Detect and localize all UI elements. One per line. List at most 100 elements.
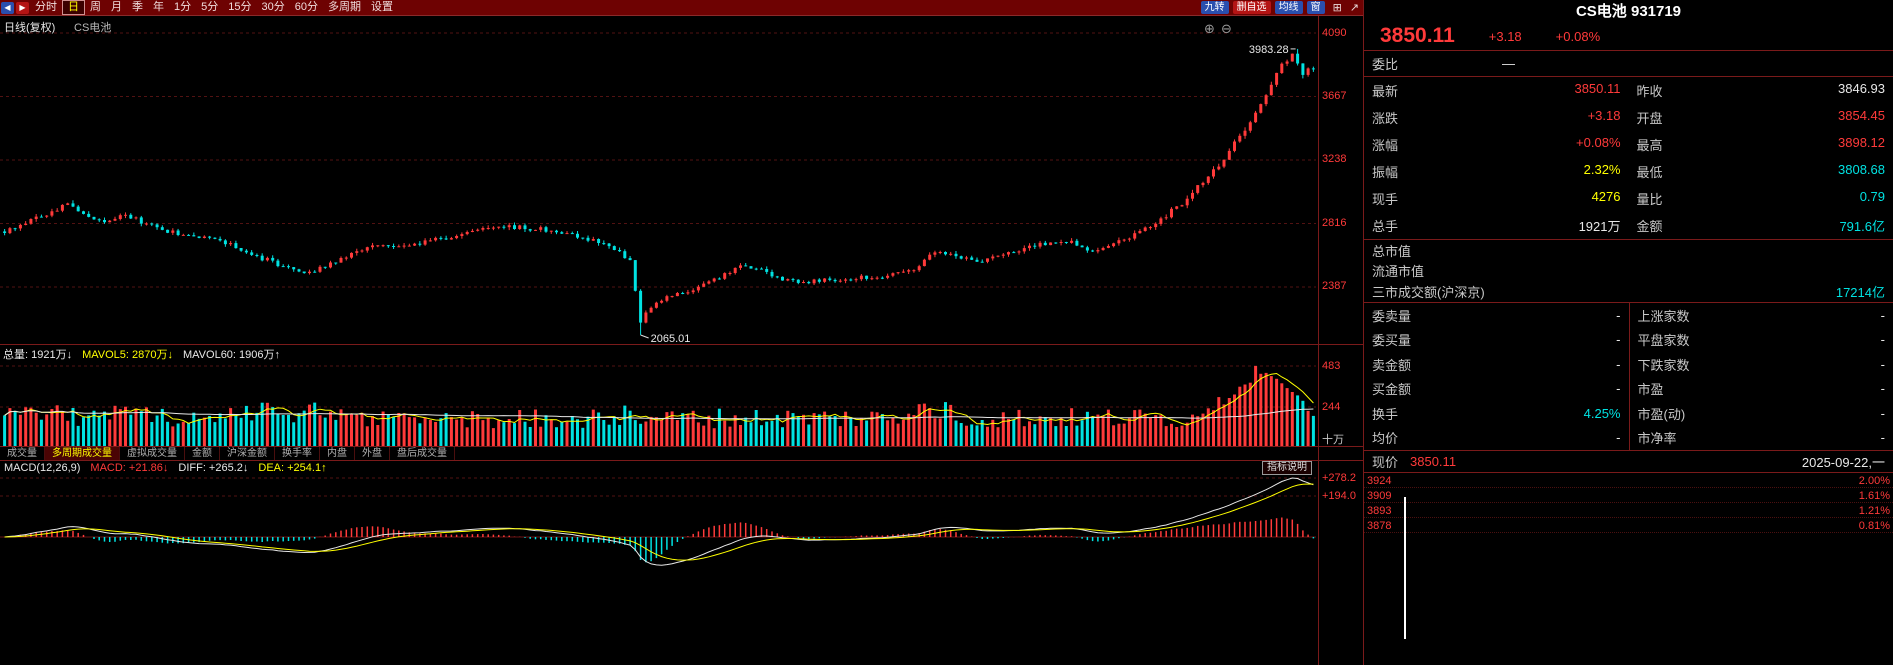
field-label: 三市成交额(沪深京) [1372,284,1485,300]
period-1min[interactable]: 1分 [174,1,192,13]
field-value: 791.6亿 [1839,219,1885,234]
macd-legend: MACD(12,26,9) MACD: +21.86↓ DIFF: +265.2… [4,462,327,474]
field-value: - [1880,430,1885,446]
price-tick: 3667 [1322,90,1347,102]
mini-pct-level: 1.61% [1858,490,1890,502]
field-label: 涨跌 [1372,111,1399,126]
macd-title: MACD(12,26,9) [4,462,81,474]
ma-line-button[interactable]: 均线 [1274,1,1303,14]
tab-afterhours-volume[interactable]: 盘后成交量 [390,447,455,460]
tab-inner-volume[interactable]: 内盘 [320,447,355,460]
popout-icon[interactable]: ↗ [1349,2,1359,14]
weibi-row: 委比 — [1364,51,1893,76]
field-value: +0.08% [1576,135,1621,150]
period-toolbar: ◀ ▶ 分时 日 周 月 季 年 1分 5分 15分 30分 60分 多周期 设… [0,0,1363,16]
quote-row: 流通市值 [1364,260,1893,280]
tab-multiperiod-volume[interactable]: 多周期成交量 [45,447,120,460]
field-value: - [1880,356,1885,372]
field-value: 3854.45 [1838,108,1885,123]
macd-tick: +194.0 [1322,490,1356,502]
chart-type-label: 日线(复权) [4,22,56,34]
intraday-mini-chart[interactable]: 3924 2.00% 3909 1.61% 3893 1.21% 3878 0.… [1364,473,1893,665]
remove-watchlist-button[interactable]: 删自选 [1232,1,1271,14]
tab-turnover-rate[interactable]: 换手率 [275,447,320,460]
field-label: 现手 [1372,192,1399,207]
field-label: 市盈 [1637,382,1664,398]
field-label: 最高 [1636,138,1663,153]
indicator-help-button[interactable]: 指标说明 [1262,461,1312,475]
period-month[interactable]: 月 [111,1,122,13]
quote-row: 涨幅 +0.08% 最高 3898.12 [1364,131,1893,158]
quote-row: 最新 3850.11 昨收 3846.93 [1364,77,1893,104]
field-value: 17214亿 [1835,284,1885,300]
volume-chart[interactable] [0,345,1318,448]
field-value: 3808.68 [1838,162,1885,177]
field-label: 委卖量 [1372,308,1412,324]
svg-text:3983.28: 3983.28 [1249,44,1289,56]
forward-icon[interactable]: ▶ [16,1,29,14]
volume-tick: 244 [1322,401,1341,413]
tab-hs-amount[interactable]: 沪深金额 [220,447,275,460]
quote-row: 委买量 - 平盘家数 - [1364,327,1893,352]
tab-outer-volume[interactable]: 外盘 [355,447,390,460]
field-value: - [1616,381,1621,397]
divider [1364,302,1893,303]
field-label: 开盘 [1636,111,1663,126]
zoom-in-icon[interactable]: ⊕ [1204,21,1215,36]
divider [1364,76,1893,77]
field-label: 市盈(动) [1637,406,1686,422]
tab-virtual-volume[interactable]: 虚拟成交量 [120,447,185,460]
divider [1364,472,1893,473]
weibi-label: 委比 [1372,57,1399,72]
grid-layout-icon[interactable]: ⊞ [1332,2,1342,14]
period-week[interactable]: 周 [90,1,101,13]
zoom-out-icon[interactable]: ⊖ [1221,21,1232,36]
field-value: 4276 [1591,189,1621,204]
period-multi[interactable]: 多周期 [328,1,361,13]
field-label: 下跌家数 [1637,357,1690,373]
volume-legend: 总量: 1921万↓ MAVOL5: 2870万↓ MAVOL60: 1906万… [3,346,280,362]
mini-price-level: 3909 [1367,490,1392,502]
field-value: 0.79 [1859,189,1885,204]
axis-gutter-divider [1318,16,1319,665]
stock-title: CS电池 931719 [1575,3,1682,20]
quote-panel: CS电池 931719 3850.11 +3.18 +0.08% 委比 — 最新… [1363,0,1893,665]
price-row: 3850.11 +3.18 +0.08% [1364,22,1893,50]
mini-price-level: 3924 [1367,475,1392,487]
period-day[interactable]: 日 [62,0,85,15]
period-settings[interactable]: 设置 [371,1,393,13]
diff-value: DIFF: +265.2↓ [178,462,249,474]
indicator-tab-bar: 成交量 多周期成交量 虚拟成交量 金额 沪深金额 换手率 内盘 外盘 盘后成交量 [0,446,1363,461]
field-label: 金额 [1636,219,1663,234]
chart-symbol-label: CS电池 [74,22,112,34]
macd-chart[interactable] [0,461,1318,665]
period-5min[interactable]: 5分 [201,1,219,13]
nine-turn-button[interactable]: 九转 [1200,1,1229,14]
mini-pct-level: 1.21% [1858,505,1890,517]
mini-pct-level: 2.00% [1858,475,1890,487]
mini-grid-row: 3909 1.61% [1364,488,1893,503]
field-value: 4.25% [1583,405,1621,421]
field-label: 最新 [1372,84,1399,99]
field-label: 总手 [1372,219,1399,234]
period-30min[interactable]: 30分 [261,1,285,13]
field-label: 委买量 [1372,333,1412,349]
back-icon[interactable]: ◀ [1,1,14,14]
period-year[interactable]: 年 [153,1,164,13]
candlestick-chart[interactable]: 3983.28 2065.01 [0,16,1318,345]
window-button[interactable]: 窗 [1306,1,1325,14]
tab-volume[interactable]: 成交量 [0,447,45,460]
period-realtime[interactable]: 分时 [35,1,57,13]
period-quarter[interactable]: 季 [132,1,143,13]
tab-amount[interactable]: 金额 [185,447,220,460]
price-change-pct: +0.08% [1555,28,1601,44]
field-value: - [1616,332,1621,348]
period-60min[interactable]: 60分 [294,1,318,13]
macd-tick: +278.2 [1322,472,1356,484]
price-tick: 2816 [1322,217,1347,229]
svg-text:2065.01: 2065.01 [651,333,691,345]
mini-pct-level: 0.81% [1858,520,1890,532]
field-label: 量比 [1636,192,1663,207]
field-value: - [1880,381,1885,397]
period-15min[interactable]: 15分 [228,1,252,13]
